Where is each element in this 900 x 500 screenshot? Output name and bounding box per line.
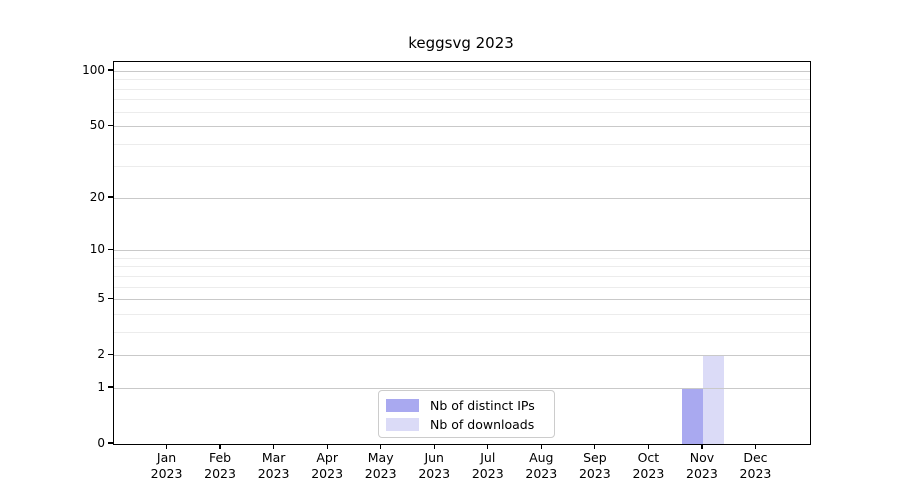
x-tick-label: Nov 2023 bbox=[674, 450, 730, 481]
gridline-major bbox=[114, 197, 810, 199]
x-tick-label: Mar 2023 bbox=[246, 450, 302, 481]
x-tick-month: Dec bbox=[743, 450, 768, 465]
x-axis-tick bbox=[219, 444, 221, 449]
y-tick-label: 5 bbox=[97, 291, 105, 306]
x-tick-month: Sep bbox=[583, 450, 607, 465]
y-axis-tick bbox=[108, 248, 113, 250]
bar-nb-of-downloads bbox=[702, 355, 724, 444]
y-tick-label: 0 bbox=[97, 436, 105, 450]
y-tick-label: 2 bbox=[97, 347, 105, 362]
x-tick-month: Feb bbox=[208, 450, 232, 465]
y-tick-label: 100 bbox=[82, 63, 105, 77]
y-tick-label: 10 bbox=[89, 242, 105, 257]
legend-label-downloads: Nb of downloads bbox=[430, 416, 535, 432]
x-tick-year: 2023 bbox=[204, 465, 236, 481]
x-tick-year: 2023 bbox=[257, 465, 290, 481]
x-tick-label: Jan 2023 bbox=[139, 450, 195, 481]
gridline-minor bbox=[114, 88, 810, 90]
x-tick-month: Aug bbox=[529, 450, 554, 465]
gridline-minor bbox=[114, 313, 810, 315]
x-tick-year: 2023 bbox=[525, 465, 558, 481]
chart-title: keggsvg 2023 bbox=[408, 34, 514, 52]
y-axis-tick bbox=[108, 353, 113, 355]
gridline-major bbox=[114, 71, 810, 72]
x-axis-tick bbox=[754, 444, 757, 449]
x-tick-year: 2023 bbox=[418, 465, 451, 481]
gridline-minor bbox=[114, 79, 810, 81]
legend-swatch-distinct-ips bbox=[386, 398, 419, 412]
gridline-minor bbox=[114, 286, 810, 288]
gridline-minor bbox=[114, 166, 810, 168]
x-tick-label: Oct 2023 bbox=[620, 450, 676, 481]
x-tick-year: 2023 bbox=[364, 465, 397, 481]
y-tick-label: 50 bbox=[89, 118, 105, 133]
x-tick-year: 2023 bbox=[471, 465, 504, 481]
gridline-major bbox=[114, 355, 810, 357]
x-axis-tick bbox=[540, 444, 542, 449]
gridline-minor bbox=[114, 266, 810, 268]
x-tick-year: 2023 bbox=[686, 465, 718, 481]
x-tick-month: Nov bbox=[689, 450, 715, 465]
gridline-major bbox=[114, 126, 810, 128]
gridline-minor bbox=[114, 331, 810, 333]
x-tick-month: Mar bbox=[261, 450, 286, 465]
y-axis-tick bbox=[108, 297, 113, 299]
x-tick-month: May bbox=[367, 450, 394, 465]
gridline-minor bbox=[114, 257, 810, 259]
gridline-major bbox=[114, 250, 810, 252]
bar-nb-of-distinct-ips bbox=[681, 387, 703, 444]
x-tick-year: 2023 bbox=[578, 465, 611, 481]
legend-label-distinct-ips: Nb of distinct IPs bbox=[430, 397, 535, 413]
x-axis-tick bbox=[647, 444, 649, 449]
legend-item-downloads: Nb of downloads bbox=[386, 416, 546, 432]
y-axis-tick bbox=[108, 442, 113, 444]
plot-area bbox=[113, 61, 811, 445]
x-tick-month: Jan bbox=[156, 450, 177, 465]
x-tick-year: 2023 bbox=[632, 465, 665, 481]
y-axis-tick bbox=[108, 69, 113, 71]
legend-item-distinct-ips: Nb of distinct IPs bbox=[386, 397, 546, 413]
y-axis-tick bbox=[108, 386, 113, 388]
gridline-major bbox=[114, 299, 810, 301]
x-tick-label: Jul 2023 bbox=[460, 450, 516, 481]
x-axis-tick bbox=[273, 444, 275, 449]
x-tick-year: 2023 bbox=[150, 465, 183, 481]
legend: Nb of distinct IPs Nb of downloads bbox=[378, 390, 555, 438]
x-tick-month: Oct bbox=[637, 450, 660, 465]
x-axis-tick bbox=[380, 444, 382, 449]
x-tick-label: Feb 2023 bbox=[192, 450, 248, 481]
legend-swatch-downloads bbox=[386, 417, 419, 431]
x-axis-tick bbox=[433, 444, 435, 449]
x-tick-year: 2023 bbox=[739, 465, 772, 481]
x-tick-label: May 2023 bbox=[353, 450, 409, 481]
x-tick-label: Aug 2023 bbox=[513, 450, 569, 481]
gridline-minor bbox=[114, 275, 810, 277]
y-tick-label: 20 bbox=[89, 189, 105, 204]
y-tick-label: 1 bbox=[97, 379, 105, 394]
x-tick-label: Jun 2023 bbox=[406, 450, 462, 481]
y-axis-tick bbox=[108, 196, 113, 198]
x-axis-tick bbox=[594, 444, 596, 449]
x-axis-tick bbox=[326, 444, 328, 449]
x-tick-label: Dec 2023 bbox=[727, 450, 783, 481]
x-tick-month: Jun bbox=[424, 450, 444, 465]
x-tick-month: Apr bbox=[316, 450, 338, 465]
x-axis-tick bbox=[165, 444, 168, 449]
x-tick-month: Jul bbox=[480, 450, 496, 465]
x-tick-year: 2023 bbox=[311, 465, 344, 481]
y-axis-tick bbox=[108, 124, 113, 126]
gridline-major bbox=[114, 387, 810, 389]
x-tick-label: Sep 2023 bbox=[567, 450, 623, 481]
gridline-minor bbox=[114, 111, 810, 113]
gridline-minor bbox=[114, 99, 810, 101]
x-tick-label: Apr 2023 bbox=[299, 450, 355, 481]
x-axis-tick bbox=[487, 444, 489, 449]
x-axis-tick bbox=[701, 444, 703, 449]
gridline-minor bbox=[114, 143, 810, 145]
